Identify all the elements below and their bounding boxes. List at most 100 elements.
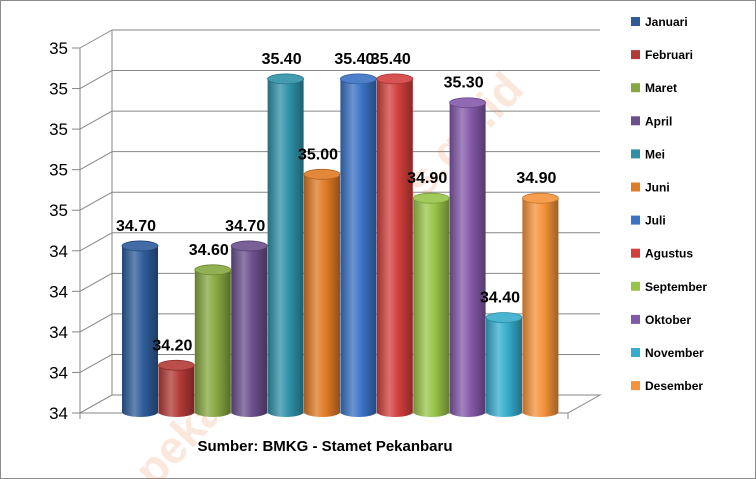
bar-body <box>522 198 559 417</box>
legend-swatch <box>631 50 640 60</box>
legend: Januari Februari Maret April Mei Juni Juli Agus… <box>631 15 707 393</box>
y-tick-label: 35 <box>49 39 68 58</box>
bar-top <box>449 97 487 109</box>
data-label: 34.70 <box>116 218 156 235</box>
y-tick-label: 35 <box>49 80 68 99</box>
legend-item-februari: Februari <box>631 48 693 62</box>
data-label: 34.40 <box>480 290 520 307</box>
legend-item-mei: Mei <box>631 147 665 161</box>
bar-body <box>122 245 158 417</box>
legend-item-maret: Maret <box>631 81 677 95</box>
legend-item-juni: Juni <box>631 181 670 195</box>
bar-agustus <box>376 73 414 417</box>
legend-label: Juli <box>645 214 666 228</box>
bar-oktober <box>449 97 487 417</box>
data-label: 34.90 <box>516 170 556 187</box>
legend-swatch <box>631 116 640 126</box>
bar-body <box>376 78 413 417</box>
legend-swatch <box>631 281 640 291</box>
legend-item-januari: Januari <box>631 15 688 29</box>
legend-label: Desember <box>645 379 703 393</box>
gridline-depth <box>79 151 113 171</box>
data-label: 35.00 <box>298 146 338 163</box>
gridline-depth <box>79 191 113 211</box>
legend-label: Agustus <box>645 247 693 261</box>
bar-top <box>157 359 195 371</box>
legend-item-desember: Desember <box>631 379 703 393</box>
data-labels: 34.7034.2034.6034.7035.4035.0035.4035.40… <box>116 51 557 354</box>
legend-item-april: April <box>631 114 672 128</box>
y-tick-label: 34 <box>49 323 68 342</box>
gridline-depth <box>79 272 113 292</box>
bar-mei <box>267 73 305 417</box>
y-axis: 34 34 34 34 34 35 35 35 35 35 <box>49 39 80 423</box>
bar-top <box>230 240 268 252</box>
bar-maret <box>194 264 232 417</box>
bar-body <box>486 317 522 417</box>
bar-top <box>412 192 450 204</box>
legend-item-november: November <box>631 346 704 360</box>
legend-swatch <box>631 83 640 93</box>
data-label: 35.40 <box>371 51 411 68</box>
y-tick-label: 34 <box>49 363 68 382</box>
x-axis-label: Sumber: BMKG - Stamet Pekanbaru <box>197 438 452 455</box>
bars <box>121 73 559 417</box>
bar-body <box>158 365 195 417</box>
legend-label: Januari <box>645 15 688 29</box>
bar-top <box>376 73 414 85</box>
gridline-depth <box>79 354 113 373</box>
bar-top <box>267 73 305 85</box>
legend-label: November <box>645 346 704 360</box>
bar-top <box>339 73 377 85</box>
bar-februari <box>157 359 195 417</box>
y-tick-label: 35 <box>49 161 68 180</box>
legend-swatch <box>631 348 640 357</box>
gridline-depth <box>79 313 113 333</box>
data-label: 34.20 <box>152 337 192 354</box>
bar-desember <box>522 192 559 417</box>
bar-januari <box>121 240 159 417</box>
bar-top <box>485 312 523 323</box>
bar-body <box>304 174 340 417</box>
gridline-depth <box>79 70 113 89</box>
bar-juli <box>339 73 377 417</box>
legend-swatch <box>631 17 640 26</box>
y-tick-label: 34 <box>49 404 68 423</box>
gridline-depth <box>79 232 113 252</box>
legend-label: April <box>645 114 672 128</box>
legend-label: Mei <box>645 147 665 161</box>
bar-body <box>413 198 450 417</box>
bar-body <box>267 78 304 417</box>
bar-body <box>231 245 268 417</box>
legend-swatch <box>631 182 640 192</box>
legend-label: Maret <box>645 81 677 95</box>
data-label: 35.30 <box>444 75 484 92</box>
legend-label: Februari <box>645 48 693 62</box>
y-tick-label: 34 <box>49 282 68 301</box>
legend-item-agustus: Agustus <box>631 247 693 261</box>
legend-label: Oktober <box>645 313 691 327</box>
legend-swatch <box>631 215 640 225</box>
data-label: 34.90 <box>407 170 447 187</box>
legend-item-oktober: Oktober <box>631 313 691 327</box>
legend-label: September <box>645 280 707 294</box>
bar-april <box>230 240 268 417</box>
legend-item-juli: Juli <box>631 214 666 228</box>
data-label: 34.70 <box>225 218 265 235</box>
legend-item-september: September <box>631 280 707 294</box>
y-tick-label: 35 <box>49 201 68 220</box>
legend-label: Juni <box>645 181 670 195</box>
legend-swatch <box>631 149 640 159</box>
bar-body <box>194 269 231 417</box>
gridline-depth <box>79 110 113 130</box>
legend-swatch <box>631 314 640 324</box>
legend-swatch <box>631 381 640 391</box>
data-label: 35.40 <box>262 51 302 68</box>
bar-top <box>303 168 341 180</box>
data-label: 34.60 <box>189 242 229 259</box>
data-label: 35.40 <box>334 51 374 68</box>
gridline-depth <box>79 29 113 49</box>
y-tick-label: 34 <box>49 242 68 261</box>
bar-top <box>121 240 159 252</box>
